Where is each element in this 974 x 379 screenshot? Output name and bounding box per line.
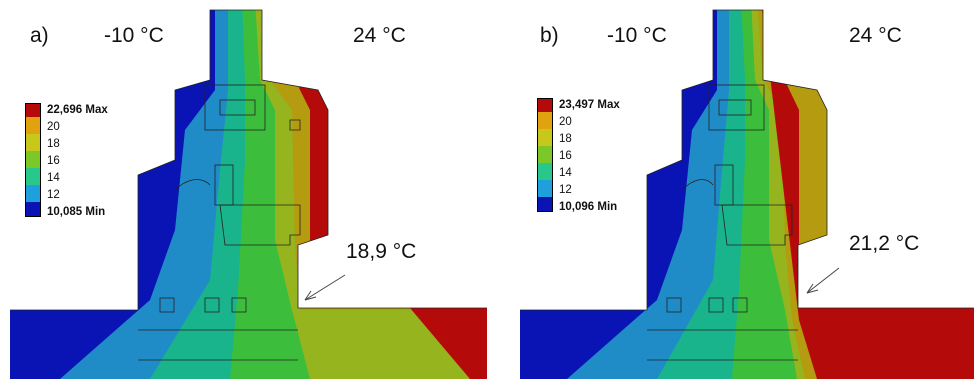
legend-tick: 12 — [47, 189, 60, 201]
geometry-outlines-b — [520, 9, 974, 361]
legend-swatch-14 — [25, 168, 41, 185]
legend-tick: 18 — [47, 138, 60, 150]
legend-tick: 20 — [559, 116, 572, 128]
legend-swatch-min — [25, 202, 41, 217]
callout-label-a: 18,9 °C — [346, 240, 417, 263]
panel-label-a: a) — [30, 24, 49, 47]
legend-max-label: 23,497 Max — [559, 99, 620, 111]
color-legend-a: 22,696 Max 20 18 16 14 12 10,085 Min — [25, 103, 145, 233]
legend-swatch-16 — [25, 151, 41, 168]
color-legend-b: 23,497 Max 20 18 16 14 12 10,096 Min — [537, 98, 657, 228]
legend-swatch-12 — [25, 185, 41, 202]
ambient-cold-label-b: -10 °C — [607, 24, 667, 47]
ambient-cold-label-a: -10 °C — [104, 24, 164, 47]
legend-tick: 16 — [559, 150, 572, 162]
legend-swatch-max — [537, 98, 553, 113]
legend-tick: 16 — [47, 155, 60, 167]
legend-swatch-20 — [25, 117, 41, 134]
callout-label-b: 21,2 °C — [849, 232, 920, 255]
legend-swatch-min — [537, 197, 553, 212]
thermal-panel-b: b) -10 °C 24 °C 21,2 °C 23,497 Max 20 18… — [487, 0, 974, 379]
callout-arrowhead-b — [806, 283, 819, 294]
legend-tick: 18 — [559, 133, 572, 145]
legend-min-label: 10,096 Min — [559, 201, 618, 213]
thermal-field-b — [520, 9, 974, 379]
legend-tick: 12 — [559, 184, 572, 196]
legend-swatch-14 — [537, 163, 553, 180]
legend-tick: 14 — [47, 172, 60, 184]
legend-swatch-18 — [537, 129, 553, 146]
legend-tick: 14 — [559, 167, 572, 179]
legend-swatch-12 — [537, 180, 553, 197]
band-warm — [761, 10, 974, 379]
thermal-field-a — [10, 9, 487, 379]
legend-swatch-20 — [537, 112, 553, 129]
callout-arrow-a — [304, 274, 346, 301]
legend-swatch-18 — [25, 134, 41, 151]
legend-swatch-max — [25, 103, 41, 118]
legend-min-label: 10,085 Min — [47, 206, 106, 218]
ambient-warm-label-b: 24 °C — [849, 24, 902, 47]
thermal-panel-a: a) -10 °C 24 °C 18,9 °C 22,696 Max 20 18… — [10, 9, 487, 379]
legend-swatch-16 — [537, 146, 553, 163]
ambient-warm-label-a: 24 °C — [353, 24, 406, 47]
callout-arrowhead-a — [304, 290, 317, 301]
legend-max-label: 22,696 Max — [47, 104, 108, 116]
callout-arrow-b — [806, 267, 840, 294]
panel-label-b: b) — [540, 24, 559, 47]
geometry-outlines-a — [10, 9, 487, 361]
legend-tick: 20 — [47, 121, 60, 133]
